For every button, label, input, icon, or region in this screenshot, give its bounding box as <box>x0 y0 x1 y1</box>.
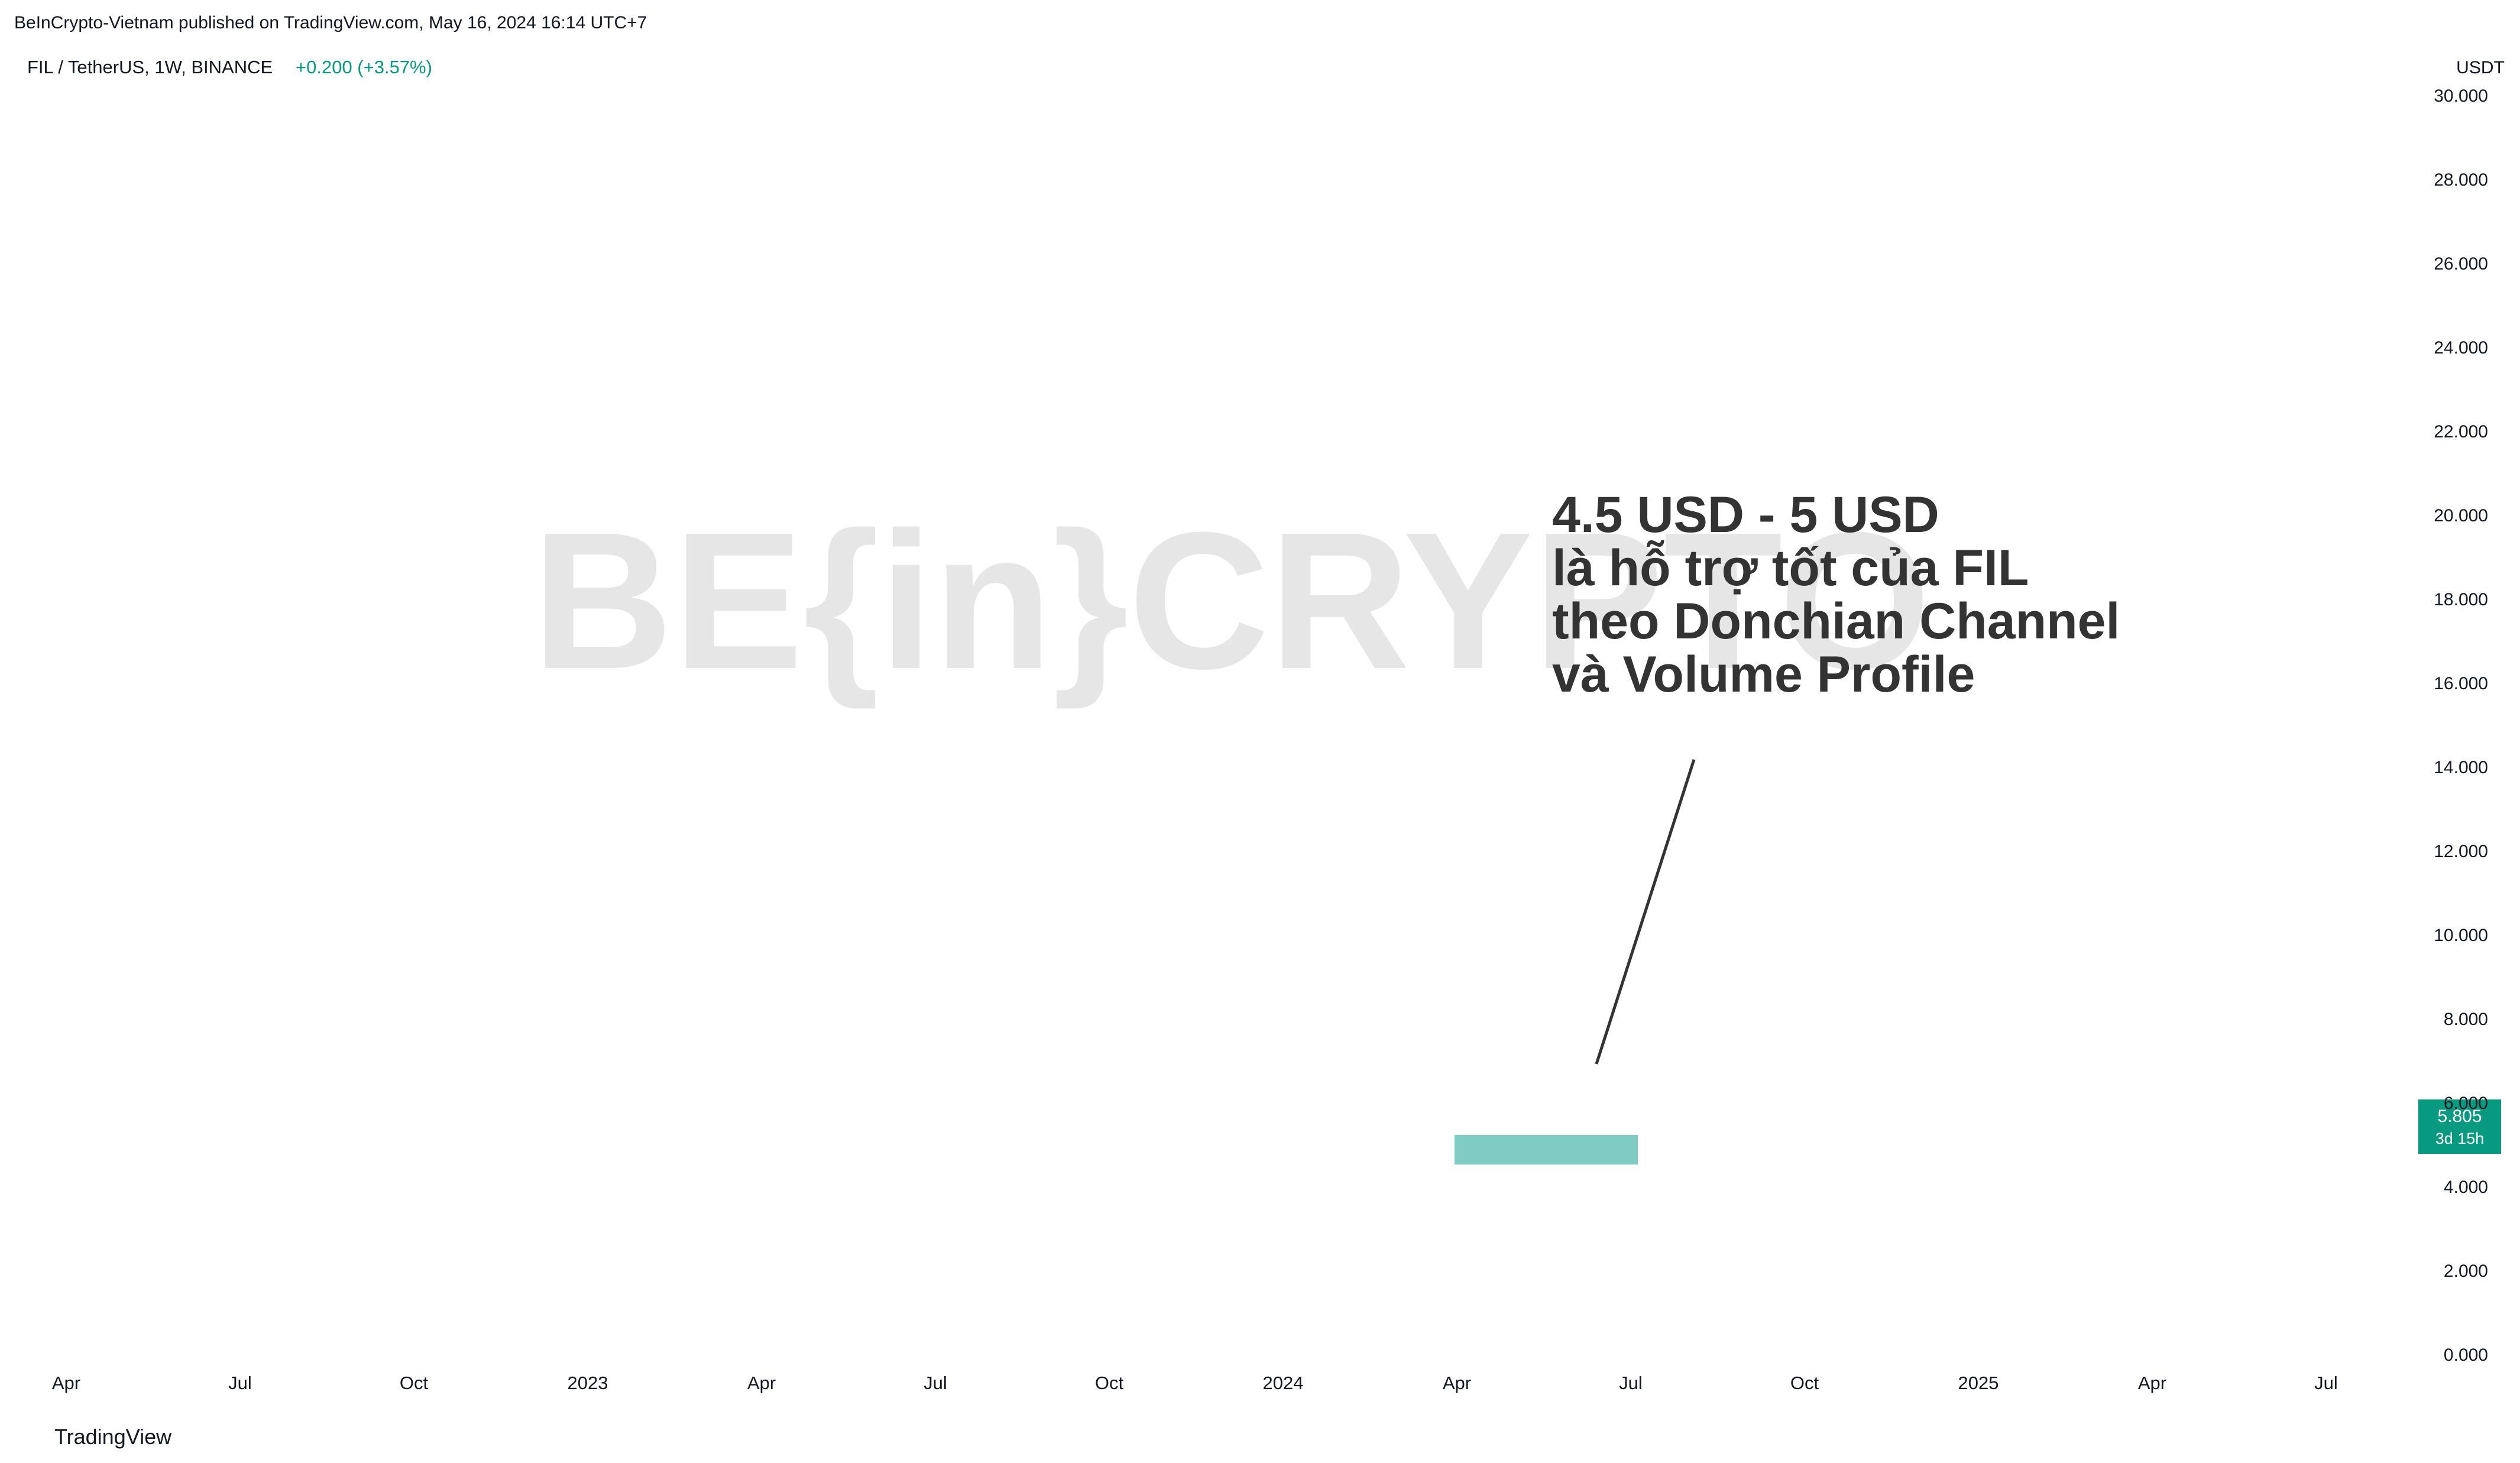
x-tick-label: Apr <box>1443 1373 1471 1393</box>
y-tick-label: 6.000 <box>2444 1094 2488 1113</box>
published-header: BeInCrypto-Vietnam published on TradingV… <box>14 13 647 33</box>
note-line-3: theo Donchian Channel <box>1552 593 2120 650</box>
support-zone <box>1455 1135 1638 1164</box>
tradingview-logo: TradingView <box>54 1425 172 1449</box>
currency-button[interactable]: USDT <box>2456 58 2505 77</box>
x-tick-label: Jul <box>924 1373 947 1393</box>
y-tick-label: 28.000 <box>2434 170 2488 190</box>
y-tick-label: 4.000 <box>2444 1177 2488 1197</box>
y-tick-label: 22.000 <box>2434 422 2488 442</box>
price-value: 5.805 <box>2437 1107 2482 1126</box>
y-tick-label: 10.000 <box>2434 926 2488 945</box>
y-tick-label: 20.000 <box>2434 506 2488 525</box>
x-tick-label: Apr <box>747 1373 776 1393</box>
y-tick-label: 8.000 <box>2444 1010 2488 1029</box>
x-tick-label: 2025 <box>1958 1373 1999 1393</box>
y-tick-label: 16.000 <box>2434 674 2488 693</box>
y-tick-label: 18.000 <box>2434 590 2488 609</box>
annotation-arrow <box>1595 759 1696 1065</box>
y-tick-label: 2.000 <box>2444 1261 2488 1281</box>
price-label <box>2418 1099 2501 1154</box>
x-tick-label: Oct <box>400 1373 429 1393</box>
x-tick-label: Apr <box>2138 1373 2166 1393</box>
symbol-label: FIL / TetherUS, 1W, BINANCE <box>27 57 273 77</box>
x-tick-label: Jul <box>2314 1373 2338 1393</box>
x-axis: Apr Jul Oct 2023 Apr Jul Oct 2024 Apr Jul Oct 2025 A… <box>52 1373 2338 1393</box>
logo-watermark: BE{in}CRYPTO <box>532 491 1931 711</box>
y-tick-label: 0.000 <box>2444 1345 2488 1365</box>
y-tick-label: 24.000 <box>2434 338 2488 358</box>
annotation-text: 4.5 USD - 5 USD là hỗ trợ tốt của FIL th… <box>1552 486 2120 703</box>
y-tick-label: 12.000 <box>2434 842 2488 861</box>
note-line-4: và Volume Profile <box>1552 646 1975 703</box>
timer-value: 3d 15h <box>2435 1130 2485 1147</box>
note-line-1: 4.5 USD - 5 USD <box>1552 486 1939 543</box>
x-tick-label: Oct <box>1790 1373 1819 1393</box>
x-tick-label: Jul <box>228 1373 252 1393</box>
y-tick-label: 14.000 <box>2434 758 2488 777</box>
x-tick-label: Apr <box>52 1373 80 1393</box>
y-tick-label: 30.000 <box>2434 86 2488 106</box>
y-tick-label: 26.000 <box>2434 254 2488 274</box>
x-tick-label: Oct <box>1095 1373 1124 1393</box>
x-tick-label: Jul <box>1619 1373 1643 1393</box>
x-tick-label: 2024 <box>1263 1373 1304 1393</box>
y-axis: 0.000 2.000 4.000 6.000 8.000 10.000 12.000 14.… <box>2434 86 2488 1365</box>
note-line-2: là hỗ trợ tốt của FIL <box>1552 540 2029 596</box>
change-label: +0.200 (+3.57%) <box>296 57 432 77</box>
x-tick-label: 2023 <box>568 1373 608 1393</box>
